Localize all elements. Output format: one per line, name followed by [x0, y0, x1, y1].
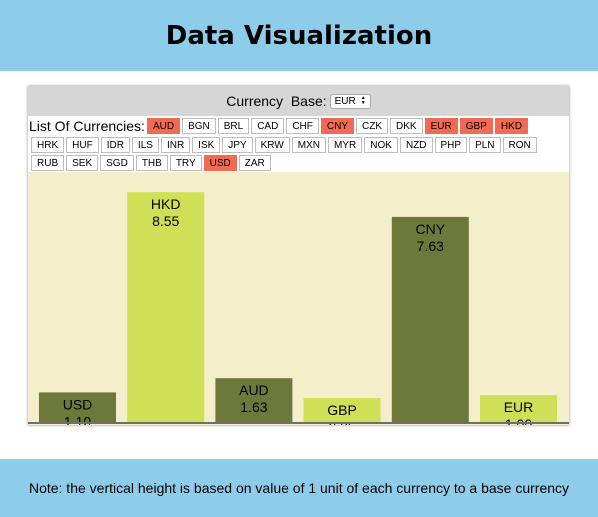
currency-chip-cny[interactable]: CNY: [320, 118, 354, 134]
currency-chip-ron[interactable]: RON: [502, 137, 537, 153]
visualization-panel: Currency Base: EUR ▲ ▼ List Of Currencies…: [28, 86, 569, 425]
currency-chip-nzd[interactable]: NZD: [399, 137, 433, 153]
currency-chip-dkk[interactable]: DKK: [390, 118, 423, 134]
bar-category-label: USD: [63, 396, 93, 412]
bar-category-label: EUR: [504, 399, 534, 415]
currency-chip-pln[interactable]: PLN: [469, 137, 501, 153]
currency-chip-cad[interactable]: CAD: [251, 118, 285, 134]
bar-value-label: 7.63: [417, 238, 444, 254]
footer-note: Note: the vertical height is based on va…: [0, 459, 598, 517]
currency-chip-gbp[interactable]: GBP: [459, 118, 493, 134]
currency-chip-php[interactable]: PHP: [434, 137, 468, 153]
bar-category-label: CNY: [416, 221, 446, 237]
currency-row-1: List Of Currencies: AUD BGN BRL CAD CHF CNY CZ…: [29, 118, 530, 134]
bar-usd: [39, 392, 116, 422]
currency-chip-idr[interactable]: IDR: [100, 137, 130, 153]
bar-hkd: [127, 192, 205, 422]
bar-cny: [391, 216, 469, 422]
bar-category-label: AUD: [239, 382, 269, 398]
currency-chip-isk[interactable]: ISK: [192, 137, 221, 153]
bar-category-label: HKD: [151, 196, 181, 212]
currency-chip-rub[interactable]: RUB: [31, 155, 65, 171]
currency-chip-czk[interactable]: CZK: [356, 118, 388, 134]
bar-value-label: 8.55: [152, 213, 179, 229]
header-banner: Data Visualization: [0, 0, 598, 71]
bar-category-label: GBP: [327, 402, 357, 418]
currency-base-value: EUR: [334, 95, 356, 107]
select-arrows-icon: ▲ ▼: [360, 95, 366, 106]
currency-chip-hkd[interactable]: HKD: [494, 118, 528, 134]
currency-chip-sgd[interactable]: SGD: [100, 155, 134, 171]
page-title: Data Visualization: [165, 20, 433, 51]
currency-chip-hrk[interactable]: HRK: [31, 137, 65, 153]
currency-chip-huf[interactable]: HUF: [66, 137, 99, 153]
currency-list: List Of Currencies: AUD BGN BRL CAD CHF CNY CZ…: [28, 116, 569, 172]
currency-chip-usd[interactable]: USD: [203, 155, 237, 171]
currency-list-label: List Of Currencies:: [29, 118, 145, 134]
currency-chip-myr[interactable]: MYR: [328, 137, 363, 153]
currency-chip-chf[interactable]: CHF: [286, 118, 319, 134]
bar-eur: [480, 395, 557, 422]
currency-chip-mxn[interactable]: MXN: [291, 137, 327, 153]
bar-value-label: 1.00: [505, 416, 532, 425]
currency-chip-inr[interactable]: INR: [160, 137, 191, 153]
currency-chip-aud[interactable]: AUD: [146, 118, 181, 134]
currency-base-label: Currency Base:: [226, 93, 327, 109]
currency-row-3: RUB SEK SGD THB TRY USD ZAR: [31, 155, 273, 171]
currency-chip-nok[interactable]: NOK: [364, 137, 398, 153]
currency-chip-krw[interactable]: KRW: [254, 137, 290, 153]
currency-base-select[interactable]: EUR ▲ ▼: [329, 93, 371, 109]
currency-chip-jpy[interactable]: JPY: [222, 137, 253, 153]
currency-chip-bgn[interactable]: BGN: [182, 118, 216, 134]
currency-chip-try[interactable]: TRY: [169, 155, 202, 171]
currency-chip-zar[interactable]: ZAR: [238, 155, 271, 171]
currency-chip-eur[interactable]: EUR: [424, 118, 458, 134]
footer-note-text: Note: the vertical height is based on va…: [28, 480, 570, 496]
currency-chip-ils[interactable]: ILS: [131, 137, 159, 153]
bar-value-label: 1.63: [240, 399, 267, 415]
currency-chip-brl[interactable]: BRL: [217, 118, 250, 134]
currency-chip-sek[interactable]: SEK: [66, 155, 99, 171]
bar-gbp: [303, 398, 381, 422]
currency-chip-thb[interactable]: THB: [135, 155, 168, 171]
currency-bar-chart: USD1.10HKD8.55AUD1.63GBP0.85CNY7.63EUR1.…: [28, 192, 569, 425]
currency-base-bar: Currency Base: EUR ▲ ▼: [28, 86, 569, 116]
bar-value-label: 1.10: [64, 413, 91, 425]
currency-row-2: HRK HUF IDR ILS INR ISK JPY KRW MXN MYR NOK NZD PHP P…: [31, 137, 539, 153]
bar-aud: [215, 378, 293, 422]
